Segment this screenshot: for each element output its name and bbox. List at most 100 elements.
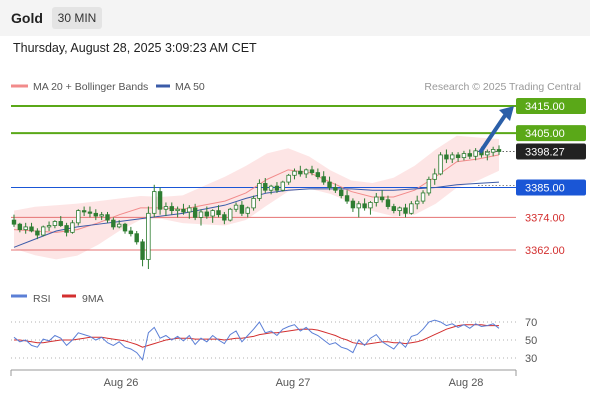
candle-body: [245, 207, 250, 214]
candle-body: [163, 206, 169, 210]
candle-body: [321, 176, 326, 183]
candle-body: [315, 172, 321, 178]
candle-body: [438, 154, 443, 175]
candle-body: [251, 197, 256, 209]
candle-body: [222, 214, 227, 221]
rsi-ma-legend-label: 9MA: [82, 293, 104, 305]
candle-body: [473, 150, 478, 157]
candle-body: [187, 207, 192, 213]
rsi-tick-label: 50: [525, 335, 537, 347]
candle-body: [426, 178, 432, 194]
candle-body: [414, 200, 420, 205]
candle-body: [111, 219, 116, 228]
candle-body: [122, 223, 128, 232]
candle-body: [350, 200, 356, 209]
forecast-arrow-head: [499, 106, 514, 121]
candle-body: [339, 189, 344, 197]
candle-body: [52, 221, 58, 226]
candle-body: [257, 183, 262, 199]
candle-body: [181, 208, 186, 213]
candle-body: [64, 225, 69, 233]
candle-body: [303, 169, 309, 175]
ma20-line: [13, 154, 500, 233]
candle-body: [128, 230, 134, 235]
rsi-line: [13, 319, 500, 361]
candle-body: [105, 214, 110, 221]
candle-body: [140, 241, 145, 260]
candle-body: [46, 225, 52, 228]
candle-body: [327, 181, 332, 188]
candle-body: [461, 153, 467, 159]
instrument-title: Gold: [11, 10, 43, 26]
candle-body: [228, 208, 233, 221]
candle-body: [169, 206, 174, 212]
timeframe-tab[interactable]: 30 MIN: [52, 7, 102, 29]
candle-body: [81, 210, 87, 213]
candle-body: [41, 226, 46, 236]
candle-body: [397, 207, 402, 212]
candle-body: [157, 191, 163, 210]
candle-body: [379, 196, 385, 201]
candle-body: [490, 149, 496, 153]
candle-body: [134, 233, 139, 243]
candle-body: [76, 210, 81, 224]
candle-body: [93, 212, 99, 217]
rsi-ma-line: [14, 324, 499, 348]
candle-body: [450, 154, 455, 160]
x-tick-label: Aug 28: [449, 377, 484, 389]
candle-body: [35, 230, 40, 236]
candle-body: [58, 221, 63, 226]
candle-body: [87, 211, 93, 214]
candle-body: [268, 185, 274, 191]
rsi-tick-label: 70: [525, 317, 537, 329]
forecast-arrow-shaft: [478, 112, 508, 154]
resistance-level-label-0: 3415.00: [525, 101, 565, 113]
candle-body: [485, 151, 490, 156]
candle-body: [263, 183, 268, 191]
rsi-legend-label: RSI: [33, 293, 51, 305]
rsi-tick-label: 30: [525, 353, 537, 365]
pivot-level-tag-3: [516, 179, 586, 196]
support-level-label-4: 3374.00: [525, 212, 565, 224]
candle-body: [175, 208, 180, 212]
bollinger-band: [14, 135, 499, 260]
support-level-label-5: 3362.00: [525, 245, 565, 257]
candle-body: [204, 211, 210, 217]
candle-body: [385, 199, 391, 207]
candle-body: [356, 203, 361, 209]
candle-body: [344, 195, 350, 202]
chart-datetime: Thursday, August 28, 2025 3:09:23 AM CET: [13, 41, 257, 55]
candle-body: [362, 203, 367, 209]
candle-body: [280, 181, 285, 191]
candle-body: [292, 170, 297, 176]
candle-body: [496, 149, 502, 152]
candle-body: [374, 196, 379, 203]
ma20-legend-label: MA 20 + Bollinger Bands: [33, 81, 148, 93]
candle-body: [233, 204, 239, 210]
candle-body: [216, 210, 221, 216]
candle-body: [455, 154, 461, 159]
candle-body: [23, 226, 28, 231]
candle-body: [409, 203, 414, 214]
candle-body: [99, 214, 104, 217]
x-tick-label: Aug 27: [276, 377, 311, 389]
last-price-tag: [516, 143, 586, 160]
resistance-level-tag-0: [516, 98, 586, 114]
candle-body: [192, 207, 198, 218]
candle-body: [274, 185, 280, 191]
ma50-legend-label: MA 50: [175, 81, 205, 93]
candle-body: [286, 174, 291, 183]
candle-body: [198, 211, 204, 218]
candle-body: [420, 192, 426, 202]
candle-body: [210, 210, 215, 217]
candle-body: [239, 204, 245, 214]
candle-body: [432, 173, 437, 180]
last-price-label: 3398.27: [525, 146, 565, 158]
candle-body: [29, 226, 34, 232]
candle-body: [70, 222, 75, 233]
candle-body: [444, 154, 449, 160]
candle-body: [17, 223, 23, 231]
candle-body: [116, 223, 122, 228]
x-tick-label: Aug 26: [104, 377, 139, 389]
candle-body: [391, 206, 397, 212]
